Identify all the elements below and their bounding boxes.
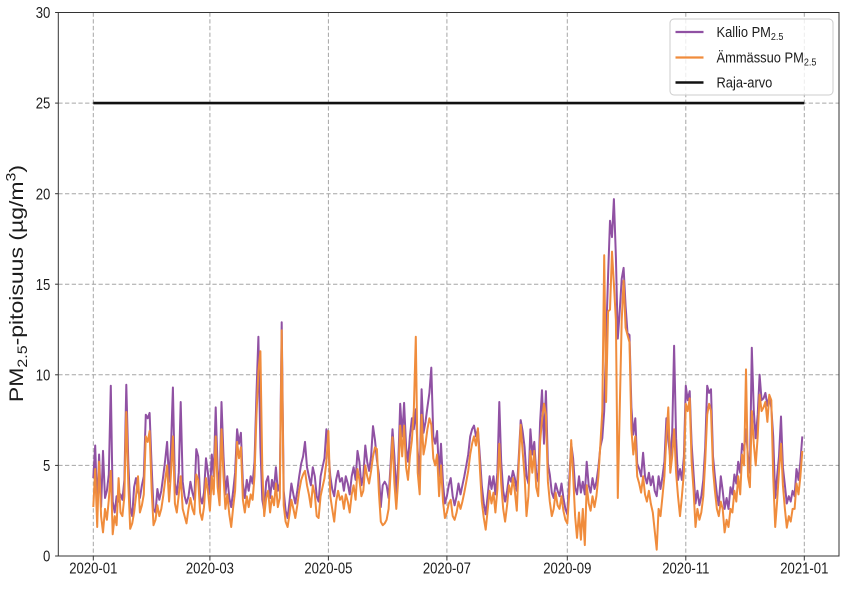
svg-text:10: 10: [36, 367, 51, 384]
svg-text:Kallio PM2.5: Kallio PM2.5: [717, 23, 784, 43]
svg-text:20: 20: [36, 186, 51, 203]
svg-text:2020-11: 2020-11: [662, 560, 709, 577]
svg-text:5: 5: [43, 458, 50, 475]
svg-text:Raja-arvo: Raja-arvo: [717, 74, 773, 91]
svg-text:25: 25: [36, 96, 51, 113]
svg-text:2021-01: 2021-01: [780, 560, 828, 577]
svg-text:2020-03: 2020-03: [186, 560, 234, 577]
svg-text:2020-05: 2020-05: [304, 560, 352, 577]
svg-text:0: 0: [43, 548, 50, 565]
svg-text:15: 15: [36, 277, 51, 294]
svg-text:2020-09: 2020-09: [543, 560, 591, 577]
svg-text:30: 30: [36, 5, 51, 22]
svg-text:2020-01: 2020-01: [69, 560, 117, 577]
svg-text:2020-07: 2020-07: [423, 560, 471, 577]
svg-text:Ämmässuo PM2.5: Ämmässuo PM2.5: [717, 49, 817, 69]
